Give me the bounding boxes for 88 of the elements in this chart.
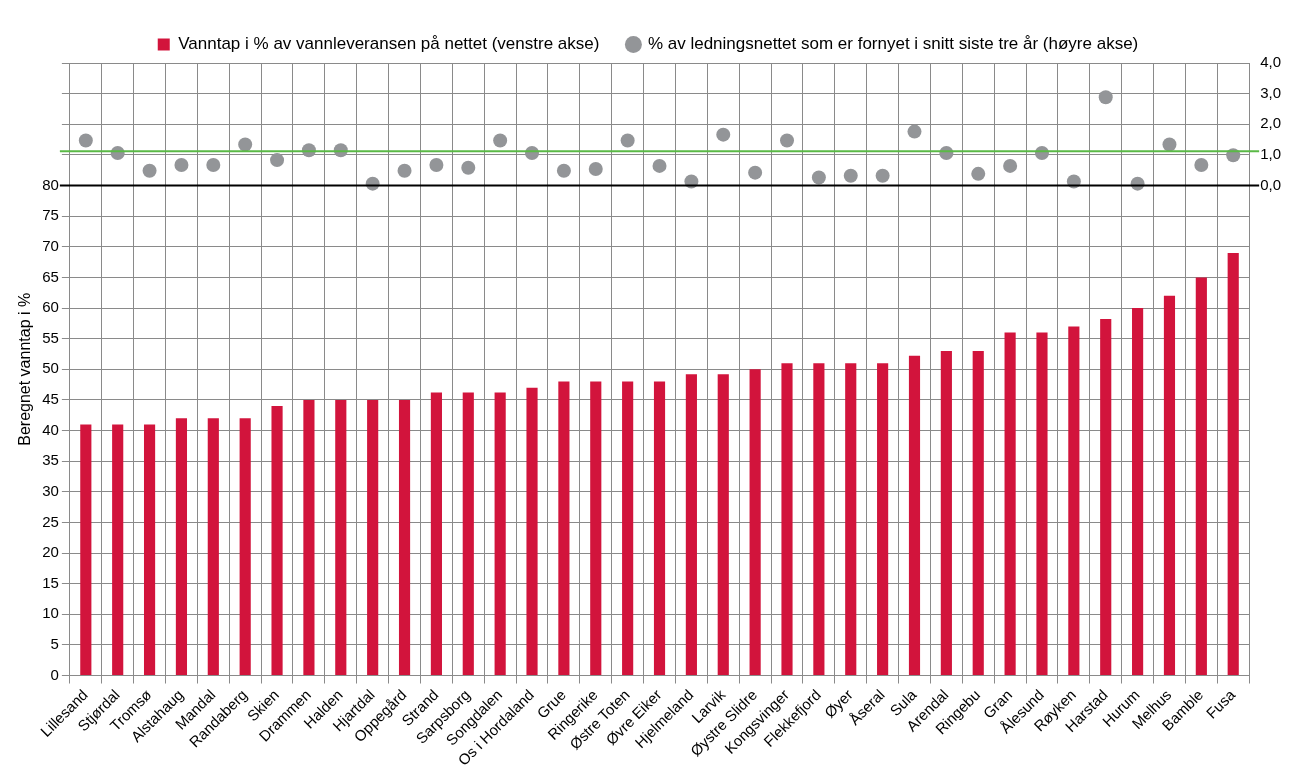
- point: [174, 157, 189, 172]
- bar: [845, 363, 857, 676]
- y-axis-title: Beregnet vanntap i %: [16, 292, 34, 446]
- point: [971, 166, 986, 181]
- bar: [1036, 332, 1048, 676]
- y-tick-label: 15: [42, 573, 59, 591]
- point: [397, 163, 412, 178]
- y-tick-label: 40: [42, 420, 59, 438]
- y-tick-label: 70: [42, 236, 59, 254]
- point: [206, 157, 221, 172]
- point: [588, 161, 603, 176]
- bar: [877, 363, 889, 676]
- bar: [239, 418, 251, 676]
- y-tick-label: 80: [42, 175, 59, 193]
- bar: [462, 392, 474, 676]
- bar: [1195, 277, 1207, 676]
- bar: [908, 355, 921, 676]
- bar: [430, 392, 442, 676]
- y-tick-label: 30: [42, 481, 59, 499]
- point: [1162, 137, 1177, 152]
- point: [620, 133, 635, 148]
- bar: [1068, 326, 1080, 676]
- y-tick-label: 25: [42, 512, 59, 530]
- y2-tick-label: 2,0: [1260, 114, 1282, 132]
- bar: [112, 424, 124, 676]
- bar: [940, 350, 952, 676]
- bar: [972, 350, 984, 676]
- bar: [1100, 319, 1112, 676]
- point: [748, 165, 763, 180]
- bar: [398, 399, 411, 676]
- y2-tick-label: 4,0: [1260, 53, 1282, 71]
- point: [1003, 158, 1018, 173]
- point: [907, 124, 922, 139]
- point: [238, 137, 253, 152]
- point: [142, 163, 157, 178]
- bar: [367, 399, 379, 676]
- bar: [685, 374, 697, 676]
- y-tick-label: 10: [42, 604, 59, 622]
- bar: [143, 424, 156, 676]
- y2-tick-label: 0,0: [1260, 175, 1282, 193]
- bar: [558, 381, 570, 676]
- bar: [1132, 308, 1144, 676]
- y-tick-label: 75: [42, 206, 59, 224]
- bar: [526, 387, 538, 676]
- y-tick-label: 50: [42, 359, 59, 377]
- bar: [653, 381, 666, 676]
- point: [716, 127, 731, 142]
- point: [429, 157, 444, 172]
- point: [493, 133, 508, 148]
- bar: [1227, 252, 1239, 676]
- point: [556, 163, 571, 178]
- bar: [207, 418, 219, 676]
- y2-tick-label: 1,0: [1260, 145, 1282, 163]
- bar: [1163, 295, 1176, 676]
- y-tick-label: 5: [50, 635, 59, 653]
- bar: [303, 399, 315, 676]
- point: [780, 133, 794, 148]
- bar: [622, 381, 634, 676]
- bar: [717, 374, 729, 676]
- bar: [781, 363, 793, 676]
- bar: [271, 406, 283, 676]
- bar: [335, 399, 347, 676]
- point: [78, 133, 93, 148]
- point: [811, 170, 826, 185]
- point: [461, 160, 476, 175]
- point: [875, 168, 890, 183]
- point: [652, 158, 667, 173]
- bar: [813, 363, 825, 676]
- legend-label: Vanntap i % av vannleveransen på nettet (venstre akse): [178, 34, 600, 54]
- point: [843, 168, 858, 183]
- point: [270, 153, 285, 168]
- y-tick-label: 65: [42, 267, 59, 285]
- bar: [749, 369, 761, 676]
- y-tick-label: 20: [42, 543, 59, 561]
- y-tick-label: 35: [42, 451, 59, 469]
- bar: [590, 381, 602, 676]
- y-tick-label: 60: [42, 298, 59, 316]
- y2-tick-label: 3,0: [1260, 83, 1282, 101]
- y-tick-label: 45: [42, 390, 59, 408]
- bar: [80, 424, 92, 676]
- bar: [1004, 332, 1016, 676]
- y-tick-label: 55: [42, 328, 59, 346]
- bar: [175, 418, 188, 676]
- bar: [494, 392, 506, 676]
- point: [1098, 90, 1113, 105]
- point: [1194, 157, 1209, 172]
- y-tick-label: 0: [50, 665, 59, 683]
- legend-label: % av ledningsnettet som er fornyet i snitt siste tre år (høyre akse): [647, 34, 1139, 54]
